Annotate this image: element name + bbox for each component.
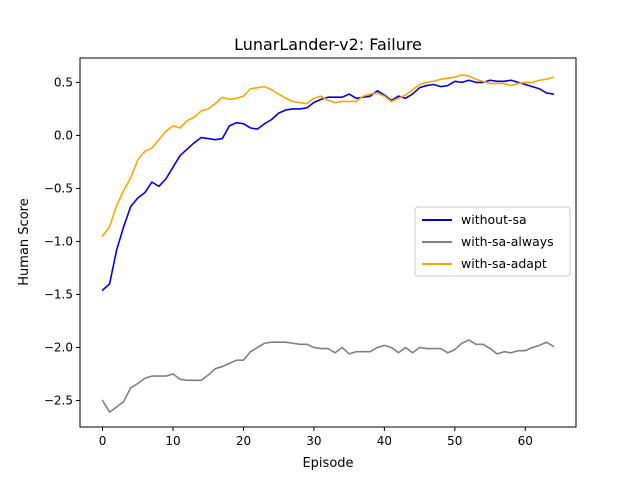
legend-frame — [414, 206, 571, 277]
series-line-without-sa — [101, 79, 555, 292]
series-layer — [101, 74, 555, 413]
y-tick-label: −2.5 — [44, 393, 73, 407]
y-tick-label: 0.0 — [54, 128, 73, 142]
plot-frame — [79, 57, 577, 428]
y-tick-label: −2.0 — [44, 340, 73, 354]
y-axis-label: Human Score — [17, 198, 32, 285]
series-line-with-sa-always — [101, 339, 555, 413]
y-tick-label: −0.5 — [44, 181, 73, 195]
legend-label-without-sa: without-sa — [461, 212, 527, 227]
x-tick-label: 10 — [165, 434, 180, 448]
y-tick-label: −1.5 — [44, 287, 73, 301]
legend-label-with-sa-adapt: with-sa-adapt — [461, 256, 547, 271]
x-tick-label: 20 — [236, 434, 251, 448]
x-tick-label: 50 — [447, 434, 462, 448]
x-tick-label: 0 — [99, 434, 107, 448]
series-line-with-sa-adapt — [101, 74, 555, 237]
legend: without-sa with-sa-always with-sa-adapt — [414, 206, 571, 277]
y-tick-label: −1.0 — [44, 234, 73, 248]
x-tick-label: 30 — [306, 434, 321, 448]
x-axis-label: Episode — [302, 456, 353, 471]
x-tick-label: 60 — [518, 434, 533, 448]
y-axis-ticks: −2.5 −2.0 −1.5 −1.0 −0.5 0.0 0.5 — [44, 75, 80, 407]
x-tick-label: 40 — [377, 434, 392, 448]
chart-title: LunarLander-v2: Failure — [234, 35, 422, 54]
y-tick-label: 0.5 — [54, 75, 73, 89]
legend-label-with-sa-always: with-sa-always — [461, 234, 554, 249]
x-axis-ticks: 0 10 20 30 40 50 60 — [99, 427, 533, 448]
